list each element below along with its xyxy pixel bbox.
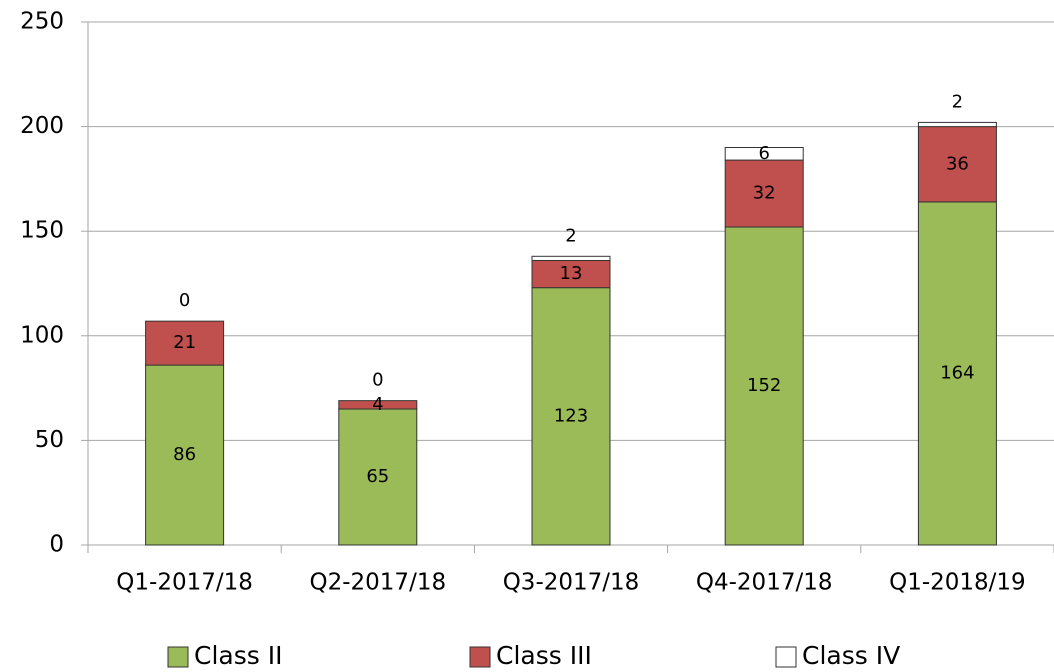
data-label: 2 [565,225,576,246]
bar-segment [917,121,997,128]
y-tick-label: 150 [20,218,64,244]
bar-segment [531,259,611,289]
data-label: 86 [173,444,196,465]
data-label: 164 [940,362,974,383]
y-tick-label: 200 [20,113,64,139]
legend-label: Class IV [802,641,900,670]
legend-label: Class III [496,641,592,670]
bar-segment [724,226,804,546]
bar-segment [724,147,804,161]
x-tick-label: Q1-2018/19 [889,570,1026,596]
x-tick-label: Q3-2017/18 [503,570,640,596]
y-tick-label: 0 [49,532,64,558]
bar-segment [145,320,225,366]
data-label: 13 [560,263,583,284]
bar-segment [531,255,611,261]
legend-label: Class II [194,641,282,670]
x-tick-label: Q2-2017/18 [310,570,447,596]
data-label: 123 [554,405,588,426]
legend-swatch [469,646,491,668]
data-label: 36 [946,153,969,174]
bar-segment [338,400,418,410]
legend-swatch [775,646,797,668]
data-label: 4 [372,394,383,415]
data-label: 6 [758,143,769,164]
x-tick-label: Q1-2017/18 [116,570,253,596]
legend-swatch [167,646,189,668]
data-label: 152 [747,375,781,396]
bar-segment [531,287,611,546]
y-tick-label: 100 [20,322,64,348]
data-label: 0 [372,370,383,391]
x-tick-label: Q4-2017/18 [696,570,833,596]
bar-segment [917,126,997,203]
data-label: 21 [173,332,196,353]
y-tick-label: 50 [35,427,64,453]
data-label: 0 [179,290,190,311]
bar-segment [917,201,997,546]
data-label: 65 [366,466,389,487]
data-label: 2 [952,91,963,112]
y-tick-label: 250 [20,9,64,35]
data-label: 32 [753,183,776,204]
bar-segment [338,408,418,546]
